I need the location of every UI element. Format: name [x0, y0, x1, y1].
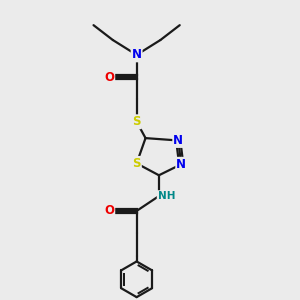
Text: O: O — [104, 71, 114, 84]
Text: S: S — [132, 115, 141, 128]
Text: NH: NH — [158, 191, 175, 201]
Text: N: N — [132, 48, 142, 62]
Text: O: O — [104, 204, 114, 218]
Text: N: N — [176, 158, 186, 171]
Text: N: N — [173, 134, 183, 147]
Text: S: S — [132, 157, 141, 170]
